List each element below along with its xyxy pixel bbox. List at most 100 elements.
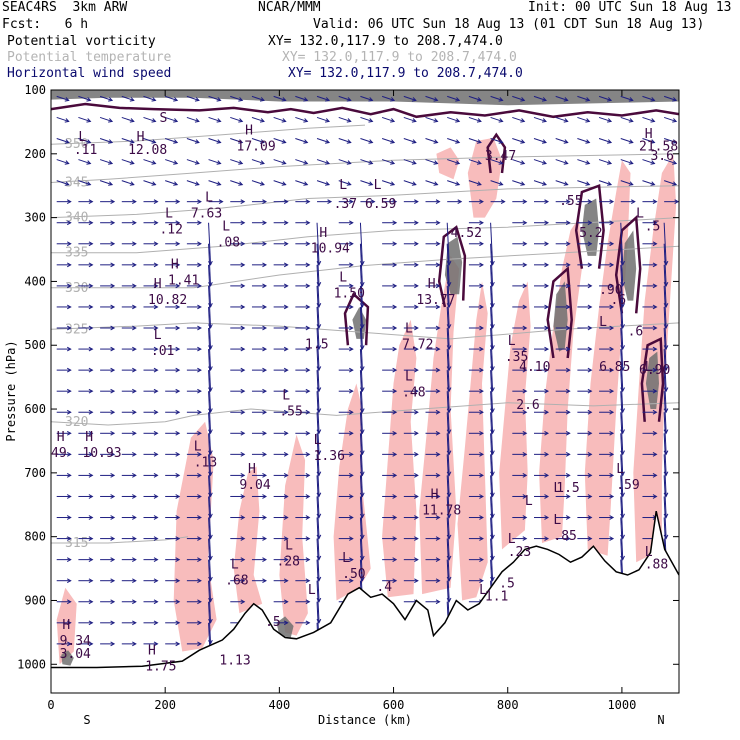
extrema-label: .37 [334, 197, 357, 212]
wind-vector-shaft [316, 496, 320, 539]
wind-vector-shaft [316, 285, 320, 328]
wind-vector-head [607, 139, 613, 144]
wind-vector-head [66, 515, 72, 520]
wind-vector-head [151, 160, 157, 165]
wind-vector-shaft [663, 349, 667, 392]
wind-vector-shaft [208, 264, 212, 307]
wind-vector-head [283, 620, 289, 626]
wind-vector-head [565, 304, 571, 310]
wind-vector-head [587, 388, 593, 394]
wind-vector-head [240, 346, 246, 352]
isentrope-layer: 350 345 340 335 330 325 320 315 [51, 124, 679, 551]
wind-vector-head [283, 388, 289, 394]
wind-vector-shaft [208, 454, 212, 497]
wind-vector-head [609, 199, 615, 205]
wind-vector-head [153, 283, 159, 289]
wind-vector-head [66, 283, 72, 289]
wind-vector-head [129, 160, 135, 165]
wind-vector-head [390, 139, 396, 144]
wind-vector-head [392, 578, 398, 584]
pv-shade-region [279, 434, 308, 636]
wind-vector-head [64, 139, 70, 144]
wind-vector-shaft [446, 433, 450, 476]
wind-vector-shaft [468, 180, 482, 186]
extrema-label: H [85, 430, 93, 445]
wind-vector-shaft [359, 496, 363, 539]
wind-vector-shaft [403, 95, 416, 101]
wind-vector-head [110, 557, 116, 562]
extrema-label: 13.77 [416, 293, 455, 308]
isentrope-label: 325 [65, 322, 88, 337]
wind-vector-head [348, 409, 354, 415]
wind-vector-head [197, 262, 202, 268]
wind-vector-head [240, 283, 246, 289]
wind-vector-head [175, 367, 181, 373]
wind-vector-head [88, 473, 94, 478]
high-pv-shade-region [553, 281, 568, 352]
wind-vector-head [153, 620, 159, 626]
wind-vector-head [565, 451, 571, 457]
extrema-label: 4.52 [451, 226, 482, 241]
wind-vector-head [240, 430, 246, 436]
wind-vector-head [652, 325, 658, 331]
wind-vector-head [262, 304, 268, 310]
wind-vector-shaft [512, 138, 525, 143]
wind-vector-head [435, 325, 441, 331]
wind-vector-shaft [208, 116, 221, 122]
extrema-label: 1.75 [145, 660, 176, 675]
wind-vector-head [411, 97, 417, 102]
wind-vector-head [151, 97, 157, 102]
wind-vector-head [238, 181, 244, 186]
wind-vector-head [88, 325, 94, 331]
wind-vector-shaft [78, 138, 91, 143]
wind-vector-head [628, 181, 634, 186]
wind-vector-shaft [425, 180, 438, 186]
wind-vector-head [414, 304, 419, 310]
wind-vector-head [479, 388, 484, 394]
wind-vector-head [66, 557, 72, 562]
wind-vector-head [305, 199, 311, 205]
wind-vector-head [498, 160, 504, 165]
wind-vector-head [520, 181, 526, 186]
wind-vector-head [348, 220, 354, 226]
wind-vector-head [281, 160, 287, 165]
wind-vector-shaft [316, 559, 320, 602]
wind-vector-shaft [468, 95, 482, 101]
wind-vector-shaft [598, 180, 612, 186]
wind-vector-shaft [316, 580, 320, 623]
extrema-label: 1.41 [168, 274, 199, 289]
wind-vector-shaft [663, 222, 667, 265]
wind-vector-shaft [360, 159, 373, 165]
wind-vector-head [479, 325, 484, 331]
extrema-label: .08 [217, 235, 240, 250]
wind-vector-shaft [490, 306, 494, 349]
wind-vector-shaft [533, 138, 547, 143]
wind-vector-head [607, 160, 613, 165]
wind-vector-head [541, 181, 547, 186]
wind-vector-head [153, 367, 159, 373]
wind-vector-head [348, 199, 354, 205]
right-end-label: N [657, 713, 664, 727]
wind-vector-head [544, 283, 550, 289]
wind-vector-shaft [316, 180, 330, 186]
extrema-label: 10.93 [82, 446, 121, 461]
wind-vector-shaft [338, 116, 351, 122]
wind-vector-shaft [338, 159, 351, 165]
wind-vector-head [544, 262, 550, 268]
wind-vector-head [259, 139, 265, 144]
wind-vector-head [435, 451, 441, 457]
wind-vector-head [132, 220, 137, 226]
wind-vector-head [585, 97, 591, 102]
wind-vector-shaft [663, 496, 667, 539]
field-xy-potential-vorticity: XY= 132.0,117.9 to 208.7,474.0 [268, 34, 503, 49]
wind-vector-head [544, 409, 550, 415]
wind-vector-head [652, 241, 658, 247]
wind-vector-head [262, 409, 268, 415]
wind-vector-head [197, 199, 202, 205]
wind-vector-head [197, 409, 202, 415]
wind-vector-head [108, 97, 114, 102]
header-model-name: SEAC4RS 3km ARW [2, 0, 128, 15]
wind-vector-layer [56, 95, 679, 666]
wind-vector-shaft [577, 95, 590, 101]
wind-vector-shaft [577, 116, 590, 122]
